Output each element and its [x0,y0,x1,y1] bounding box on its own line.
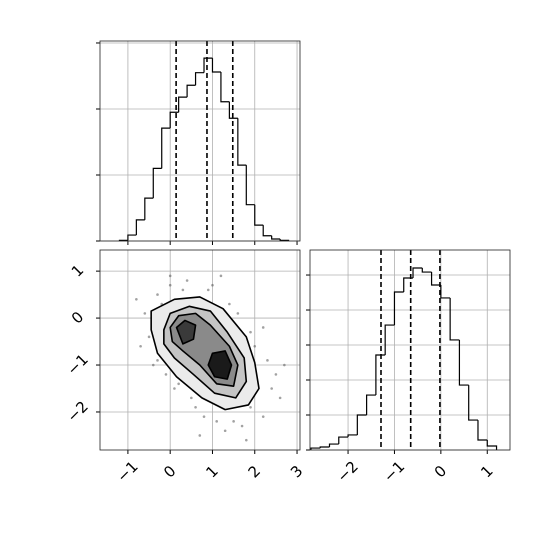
sample-point [151,363,155,367]
histogram-step [477,420,488,441]
sample-point [168,274,172,278]
sample-point [245,438,248,442]
sample-point [283,363,286,367]
x-tick-label: 0 [160,462,179,481]
histogram-step [440,284,451,299]
histogram-step [366,394,376,416]
sample-point [139,344,142,348]
sample-point [156,359,159,362]
axes-frame [99,249,301,451]
histogram-step [356,414,367,435]
histogram-step [169,111,179,129]
histogram-step [245,165,255,206]
histogram-step [211,58,221,73]
histogram-step [449,297,460,341]
sample-point [198,434,202,437]
x-tick-label: 0 [431,462,450,481]
histogram-step [347,434,358,438]
histogram-step [486,440,498,450]
y-tick-label: 1 [68,261,87,280]
sample-point [266,359,269,362]
x-tick-label: −1 [380,457,408,485]
histogram-step [375,354,386,396]
histogram-step [220,72,230,103]
sample-point [147,335,151,339]
sample-point [211,283,214,287]
histogram-step [328,443,339,448]
histogram-step [384,324,395,355]
histogram-step [144,197,154,220]
sample-point [185,279,189,282]
histogram-step [338,436,349,445]
panel [96,40,301,245]
x-tick-label: 1 [477,462,496,481]
sample-point [135,297,138,301]
histogram-step [468,385,478,421]
histogram-step [203,57,213,73]
histogram-step [310,447,321,450]
x-tick-label: 3 [287,462,306,481]
panel: −1 0 1 2 3 −2 −1 0 1 [63,249,306,486]
sample-point [177,382,180,386]
sample-point [143,312,147,315]
histogram-step [262,225,272,237]
sample-point [223,429,227,433]
contour [207,350,233,380]
histogram-step [135,219,145,236]
sample-point [261,326,265,329]
axes-frame [99,40,301,242]
sample-point [215,420,219,423]
sample-point [249,405,252,409]
sample-point [249,330,252,334]
sample-point [228,302,231,306]
sample-point [181,288,185,292]
histogram-step [430,272,441,286]
sample-point [194,405,197,409]
y-tick-label: 0 [68,308,87,327]
histogram-step [271,235,281,240]
histogram-step [161,127,171,169]
sample-point [240,424,244,428]
sample-point [232,420,235,423]
x-tick-label: 2 [245,462,264,481]
panel: −2 −1 0 1 [306,249,511,486]
histogram-step [319,446,330,449]
sample-point [156,293,159,296]
histogram-step [152,167,162,199]
sample-point [261,415,265,418]
histogram-step [194,72,205,86]
sample-point [219,274,223,278]
histogram-step [228,101,238,119]
histogram-step [403,277,414,292]
histogram-step [237,118,247,166]
histogram-step [254,204,264,226]
histogram-step [421,268,432,273]
x-tick-label: −2 [334,457,362,485]
sample-point [202,415,206,418]
sample-point [236,312,240,315]
sample-point [190,396,193,400]
sample-point [253,344,257,348]
x-tick-label: 1 [202,462,221,481]
contour [175,319,197,345]
histogram-step [178,96,188,113]
y-tick-label: −2 [63,397,91,425]
y-tick-label: −1 [63,350,91,378]
sample-point [206,288,210,292]
sample-point [164,373,168,376]
sample-point [173,387,176,390]
sample-point [168,283,172,287]
histogram-step [186,84,196,98]
sample-point [278,396,282,400]
sample-point [274,373,278,376]
histogram-step [393,291,404,326]
sample-point [270,387,273,390]
axes-frame [309,249,511,451]
x-tick-label: −1 [113,457,141,485]
histogram-step [127,234,137,241]
histogram-step [412,267,423,278]
histogram-step [458,339,469,386]
